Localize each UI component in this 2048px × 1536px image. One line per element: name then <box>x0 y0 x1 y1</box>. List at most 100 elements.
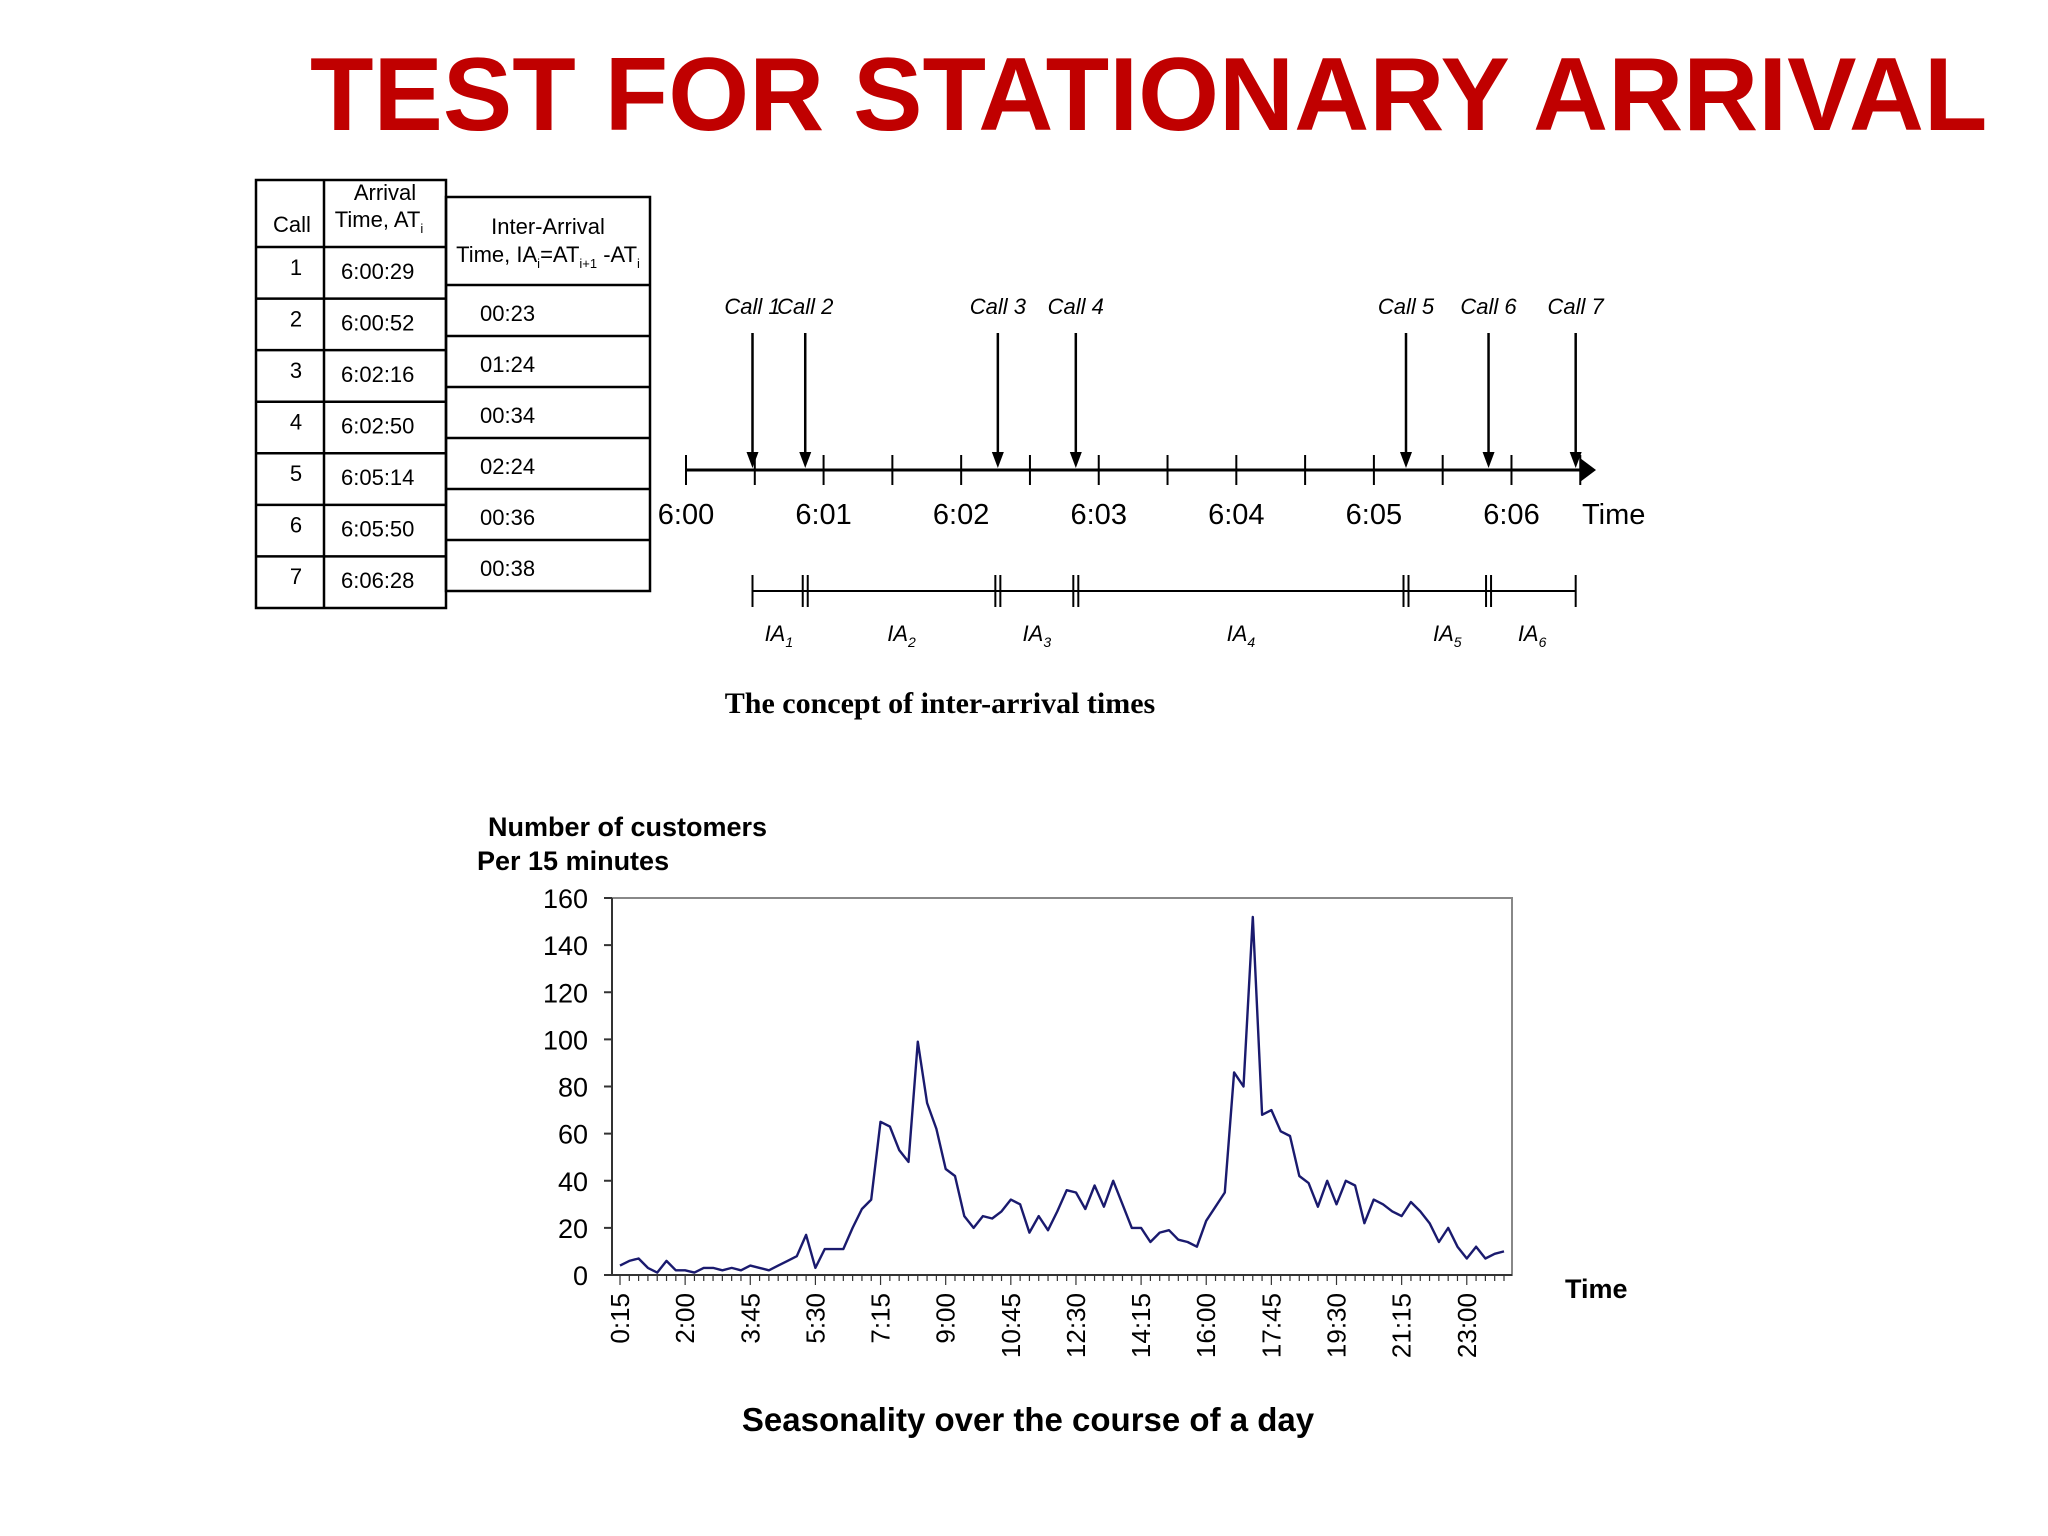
table-call-number: 6 <box>290 513 302 538</box>
table-arrival-time: 6:00:52 <box>341 310 414 335</box>
table-arrival-time: 6:05:14 <box>341 465 414 490</box>
interval-label-subscript: 2 <box>907 634 916 650</box>
timeline-tick-label: 6:04 <box>1208 499 1264 531</box>
chart-x-tick-label: 5:30 <box>800 1293 830 1344</box>
slide-title: TEST FOR STATIONARY ARRIVAL <box>310 37 1987 153</box>
interval-label-subscript: 6 <box>1539 634 1547 650</box>
arrival-time-table <box>254 178 448 610</box>
interval-label-base: IA <box>1433 621 1454 646</box>
chart-x-tick-label: 0:15 <box>605 1293 635 1344</box>
table-arrival-time: 6:02:50 <box>341 413 414 438</box>
call-label: Call 3 <box>970 294 1027 319</box>
table-arrival-time: 6:00:29 <box>341 259 414 284</box>
table-call-number: 7 <box>290 564 302 589</box>
call-arrow-head <box>746 452 759 468</box>
chart-y-tick-label: 160 <box>543 884 588 914</box>
inter-arrival-values: 00:23 01:24 00:34 02:24 00:36 00:38 <box>480 301 535 581</box>
timeline-axis-arrowhead <box>1580 458 1596 482</box>
chart-x-tick-label: 2:00 <box>670 1293 700 1344</box>
chart-y-tick-label: 60 <box>558 1120 588 1150</box>
table-call-number: 4 <box>290 409 302 434</box>
chart-x-tick-label: 23:00 <box>1452 1293 1482 1358</box>
call-arrow-head <box>799 452 812 468</box>
call-label: Call 6 <box>1460 294 1517 319</box>
interval-label: IA3 <box>1023 621 1052 650</box>
interval-label: IA6 <box>1518 621 1547 650</box>
chart-x-tick-label: 3:45 <box>735 1293 765 1344</box>
call-label: Call 4 <box>1048 294 1104 319</box>
chart-caption: Seasonality over the course of a day <box>742 1401 1315 1438</box>
timeline-tick-label: 6:06 <box>1483 499 1539 531</box>
chart-y-tick-label: 20 <box>558 1214 588 1244</box>
interval-label: IA5 <box>1433 621 1462 650</box>
chart-x-tick-label: 10:45 <box>996 1293 1026 1358</box>
table-arrival-time: 6:06:28 <box>341 568 414 593</box>
interval-label: IA4 <box>1227 621 1256 650</box>
interval-label-base: IA <box>765 621 786 646</box>
call-label: Call 5 <box>1378 294 1435 319</box>
call-column-header: Call <box>273 212 311 237</box>
chart-x-axis-title: Time <box>1565 1274 1628 1304</box>
inter-arrival-value: 00:38 <box>480 556 535 581</box>
interval-label-subscript: 5 <box>1454 634 1462 650</box>
inter-arrival-value: 02:24 <box>480 454 535 479</box>
table-arrival-time: 6:02:16 <box>341 362 414 387</box>
interval-label-base: IA <box>887 621 908 646</box>
interval-label-base: IA <box>1518 621 1539 646</box>
table-call-number: 2 <box>290 306 302 331</box>
chart-x-tick-label: 14:15 <box>1126 1293 1156 1358</box>
table-call-number: 5 <box>290 461 302 486</box>
chart-x-tick-label: 21:15 <box>1387 1293 1417 1358</box>
customers-line-chart: 0 20 40 60 80 100 120 140 160 0:15 2:00 3:45 5:30 7:1… <box>543 884 1513 1358</box>
chart-series-line <box>619 915 1505 1274</box>
interval-label-subscript: 1 <box>785 634 793 650</box>
call-arrow-head <box>1069 452 1082 468</box>
call-arrow-head <box>1482 452 1495 468</box>
chart-x-tick-label: 9:00 <box>931 1293 961 1344</box>
chart-x-tick-label: 16:00 <box>1191 1293 1221 1358</box>
timeline-tick-label: 6:01 <box>795 499 851 531</box>
chart-y-tick-label: 120 <box>543 978 588 1008</box>
chart-y-axis-title-line1: Number of customers <box>488 812 767 842</box>
timeline-tick-label: 6:02 <box>933 499 989 531</box>
inter-arrival-header-line1: Inter-Arrival <box>491 214 605 239</box>
call-arrow-head <box>991 452 1004 468</box>
inter-arrival-value: 00:23 <box>480 301 535 326</box>
inter-arrival-table <box>444 195 652 593</box>
interval-label-base: IA <box>1227 621 1248 646</box>
interval-label-base: IA <box>1023 621 1044 646</box>
timeline-tick-label: 6:05 <box>1346 499 1402 531</box>
table-call-number: 1 <box>290 255 302 280</box>
call-arrow-head <box>1569 452 1582 468</box>
chart-y-tick-label: 0 <box>573 1261 588 1291</box>
table-call-number: 3 <box>290 358 302 383</box>
call-label: Call 2 <box>777 294 833 319</box>
chart-y-tick-label: 100 <box>543 1025 588 1055</box>
call-label: Call 1 <box>724 294 780 319</box>
chart-y-axis-title-line2: Per 15 minutes <box>477 846 669 876</box>
chart-y-tick-label: 140 <box>543 931 588 961</box>
inter-arrival-value: 00:36 <box>480 505 535 530</box>
interval-label-subscript: 4 <box>1247 634 1255 650</box>
table-arrival-time: 6:05:50 <box>341 517 414 542</box>
chart-x-tick-label: 19:30 <box>1322 1293 1352 1358</box>
inter-table-border <box>444 195 652 593</box>
arrival-header-line1: Arrival <box>354 180 416 205</box>
inter-arrival-header-line2: Time, IAi=ATi+1 -ATi <box>456 242 640 271</box>
chart-x-tick-label: 7:15 <box>866 1293 896 1344</box>
chart-y-tick-label: 40 <box>558 1167 588 1197</box>
chart-x-tick-label: 17:45 <box>1256 1293 1286 1358</box>
interval-label: IA2 <box>887 621 916 650</box>
timeline-caption: The concept of inter-arrival times <box>725 687 1155 720</box>
chart-y-tick-label: 80 <box>558 1073 588 1103</box>
chart-x-tick-label: 12:30 <box>1061 1293 1091 1358</box>
timeline-tick-label: 6:03 <box>1071 499 1127 531</box>
interval-label-subscript: 3 <box>1043 634 1051 650</box>
table-rows: 1 6:00:29 2 6:00:52 3 6:02:16 4 6:02:50 5 6:05:14… <box>290 255 415 593</box>
call-label: Call 7 <box>1548 294 1605 319</box>
call-arrow-head <box>1400 452 1413 468</box>
inter-arrival-value: 01:24 <box>480 352 535 377</box>
interval-label: IA1 <box>765 621 794 650</box>
